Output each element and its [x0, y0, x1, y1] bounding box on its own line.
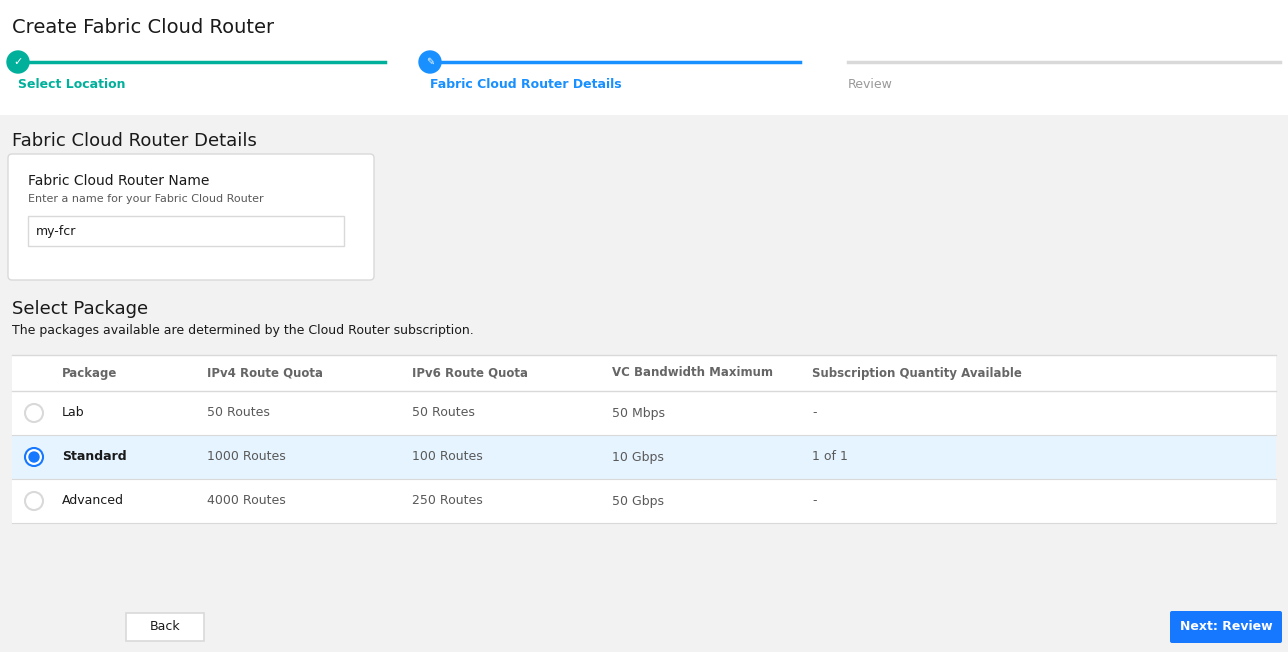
- Circle shape: [419, 51, 440, 73]
- Text: Next: Review: Next: Review: [1180, 621, 1273, 634]
- Text: -: -: [811, 494, 817, 507]
- Text: 4000 Routes: 4000 Routes: [207, 494, 286, 507]
- Text: Lab: Lab: [62, 406, 85, 419]
- Circle shape: [6, 51, 30, 73]
- FancyBboxPatch shape: [12, 435, 1276, 479]
- Text: 250 Routes: 250 Routes: [412, 494, 483, 507]
- Text: Select Location: Select Location: [18, 78, 125, 91]
- Circle shape: [30, 452, 39, 462]
- Text: my-fcr: my-fcr: [36, 224, 76, 237]
- Text: Enter a name for your Fabric Cloud Router: Enter a name for your Fabric Cloud Route…: [28, 194, 264, 204]
- Circle shape: [24, 492, 43, 510]
- Text: ✎: ✎: [426, 57, 434, 67]
- Text: Create Fabric Cloud Router: Create Fabric Cloud Router: [12, 18, 274, 37]
- Text: 50 Routes: 50 Routes: [207, 406, 270, 419]
- Text: Fabric Cloud Router Name: Fabric Cloud Router Name: [28, 174, 210, 188]
- Text: IPv6 Route Quota: IPv6 Route Quota: [412, 366, 528, 379]
- Text: Back: Back: [149, 621, 180, 634]
- Text: 10 Gbps: 10 Gbps: [612, 451, 663, 464]
- Text: 100 Routes: 100 Routes: [412, 451, 483, 464]
- Text: 50 Mbps: 50 Mbps: [612, 406, 665, 419]
- FancyBboxPatch shape: [12, 355, 1276, 523]
- FancyBboxPatch shape: [28, 216, 344, 246]
- Text: Standard: Standard: [62, 451, 126, 464]
- Text: -: -: [811, 406, 817, 419]
- FancyBboxPatch shape: [1170, 611, 1282, 643]
- Text: 50 Routes: 50 Routes: [412, 406, 475, 419]
- Text: Subscription Quantity Available: Subscription Quantity Available: [811, 366, 1021, 379]
- Text: Fabric Cloud Router Details: Fabric Cloud Router Details: [12, 132, 256, 150]
- Text: ✓: ✓: [13, 57, 23, 67]
- Text: Package: Package: [62, 366, 117, 379]
- Text: 50 Gbps: 50 Gbps: [612, 494, 665, 507]
- Text: Select Package: Select Package: [12, 300, 148, 318]
- Circle shape: [24, 448, 43, 466]
- Circle shape: [24, 404, 43, 422]
- Text: 1 of 1: 1 of 1: [811, 451, 848, 464]
- FancyBboxPatch shape: [0, 0, 1288, 115]
- Text: IPv4 Route Quota: IPv4 Route Quota: [207, 366, 323, 379]
- Text: Advanced: Advanced: [62, 494, 124, 507]
- Text: VC Bandwidth Maximum: VC Bandwidth Maximum: [612, 366, 773, 379]
- Text: Fabric Cloud Router Details: Fabric Cloud Router Details: [430, 78, 622, 91]
- FancyBboxPatch shape: [8, 154, 374, 280]
- Text: Review: Review: [848, 78, 893, 91]
- Text: The packages available are determined by the Cloud Router subscription.: The packages available are determined by…: [12, 324, 474, 337]
- Text: 1000 Routes: 1000 Routes: [207, 451, 286, 464]
- FancyBboxPatch shape: [126, 613, 204, 641]
